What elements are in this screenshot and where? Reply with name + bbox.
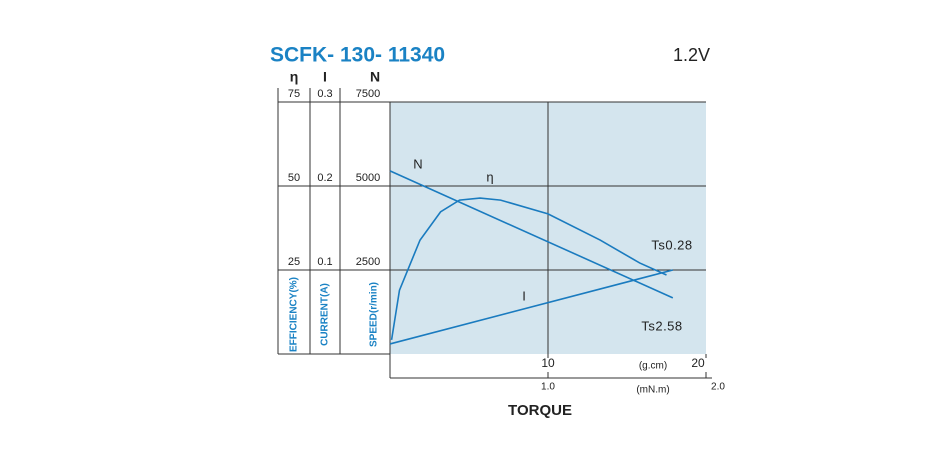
curve — [390, 197, 667, 341]
x2-unit: (mN.m) — [636, 385, 669, 396]
annotation: Ts0.28 — [651, 237, 692, 252]
y-tick-label: 0.1 — [317, 256, 332, 268]
annotation: Ts2.58 — [641, 318, 682, 333]
y-tick-label: 50 — [288, 172, 300, 184]
x-axis-title: TORQUE — [508, 402, 572, 419]
y-tick-label: 75 — [288, 88, 300, 100]
y-tick-label: 25 — [288, 256, 300, 268]
y-axis-title: EFFICIENCY(%) — [289, 277, 300, 352]
curve-label: N — [413, 156, 422, 171]
x-tick-label: 20 — [691, 356, 705, 370]
y-tick-label: 7500 — [356, 88, 380, 100]
chart-title: SCFK- 130- 11340 — [270, 44, 445, 67]
curve — [389, 269, 674, 345]
y-tick-label: 5000 — [356, 172, 380, 184]
curve — [389, 170, 674, 299]
x-unit: (g.cm) — [639, 361, 667, 372]
y-tick-label: 0.3 — [317, 88, 332, 100]
y-tick-label: 2500 — [356, 256, 380, 268]
axis-symbol: I — [323, 69, 327, 85]
y-axis-title: CURRENT(A) — [320, 283, 331, 346]
axis-symbol: η — [290, 69, 299, 85]
voltage: 1.2V — [673, 45, 710, 65]
y-axis-title: SPEED(r/min) — [369, 282, 380, 347]
curve-label: I — [522, 288, 526, 303]
x2-tick-label: 1.0 — [541, 382, 555, 393]
curve-label: η — [486, 169, 493, 184]
x-tick-label: 10 — [541, 356, 555, 370]
x2-tick-label: 2.0 — [711, 382, 725, 393]
axis-symbol: N — [370, 69, 380, 85]
y-tick-label: 0.2 — [317, 172, 332, 184]
